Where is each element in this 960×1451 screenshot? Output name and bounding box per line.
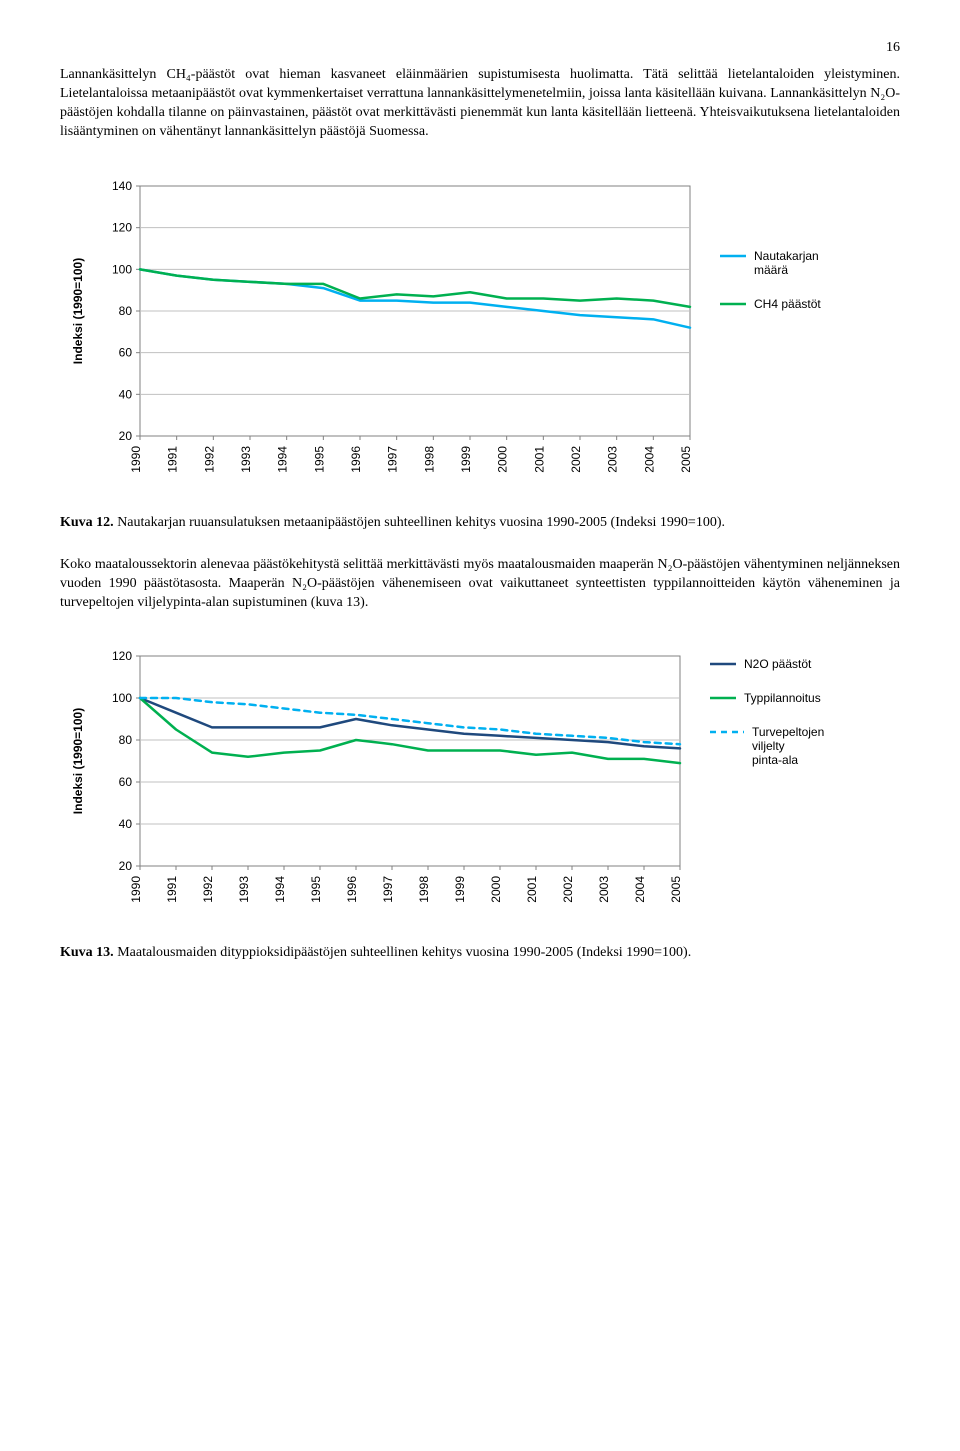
page-number: 16 (60, 40, 900, 56)
svg-text:1993: 1993 (239, 445, 253, 472)
svg-text:1998: 1998 (422, 445, 436, 472)
svg-text:2000: 2000 (496, 445, 510, 472)
svg-text:N2O päästöt: N2O päästöt (744, 657, 812, 671)
svg-text:1995: 1995 (312, 445, 326, 472)
svg-text:2003: 2003 (597, 876, 611, 903)
svg-text:60: 60 (119, 345, 133, 359)
svg-text:1997: 1997 (381, 876, 395, 903)
svg-text:120: 120 (112, 220, 132, 234)
svg-text:1996: 1996 (345, 876, 359, 903)
svg-text:100: 100 (112, 262, 132, 276)
svg-text:1998: 1998 (417, 876, 431, 903)
svg-text:1991: 1991 (166, 445, 180, 472)
svg-text:1997: 1997 (386, 445, 400, 472)
caption-kuva13: Kuva 13. Maatalousmaiden dityppioksidipä… (60, 944, 900, 962)
svg-text:100: 100 (112, 691, 132, 705)
svg-text:20: 20 (119, 859, 133, 873)
svg-text:2001: 2001 (525, 876, 539, 903)
svg-text:140: 140 (112, 179, 132, 193)
svg-text:Nautakarjan: Nautakarjan (754, 249, 819, 263)
svg-text:2001: 2001 (532, 445, 546, 472)
svg-text:2002: 2002 (561, 876, 575, 903)
svg-text:1991: 1991 (165, 876, 179, 903)
svg-text:120: 120 (112, 649, 132, 663)
svg-text:1996: 1996 (349, 445, 363, 472)
svg-text:viljelty: viljelty (752, 739, 785, 753)
svg-text:pinta-ala: pinta-ala (752, 753, 798, 767)
caption-kuva12-bold: Kuva 12. (60, 515, 114, 530)
svg-text:20: 20 (119, 429, 133, 443)
caption-kuva12: Kuva 12. Nautakarjan ruuansulatuksen met… (60, 514, 900, 532)
svg-text:40: 40 (119, 387, 133, 401)
caption-kuva12-text: Nautakarjan ruuansulatuksen metaanipääst… (114, 515, 725, 530)
svg-text:2005: 2005 (679, 445, 693, 472)
svg-text:1994: 1994 (273, 876, 287, 903)
svg-text:1995: 1995 (309, 876, 323, 903)
svg-text:määrä: määrä (754, 263, 788, 277)
svg-text:1993: 1993 (237, 876, 251, 903)
svg-text:1999: 1999 (459, 445, 473, 472)
svg-text:CH4 päästöt: CH4 päästöt (754, 297, 821, 311)
chart-kuva12: 20 40 60 80 100 120 140 Indeksi (1990=100) 1990 1… (60, 176, 900, 496)
svg-text:2005: 2005 (669, 876, 683, 903)
svg-text:Turvepeltojen: Turvepeltojen (752, 725, 824, 739)
svg-text:1992: 1992 (201, 876, 215, 903)
caption-kuva13-text: Maatalousmaiden dityppioksidipäästöjen s… (114, 945, 692, 960)
svg-text:2000: 2000 (489, 876, 503, 903)
svg-text:80: 80 (119, 733, 133, 747)
paragraph-1: Lannankäsittelyn CH₄-päästöt ovat hieman… (60, 66, 900, 142)
svg-text:1992: 1992 (202, 445, 216, 472)
svg-text:2002: 2002 (569, 445, 583, 472)
svg-text:2003: 2003 (606, 445, 620, 472)
svg-text:1990: 1990 (129, 445, 143, 472)
svg-text:Indeksi (1990=100): Indeksi (1990=100) (71, 257, 85, 363)
svg-text:2004: 2004 (633, 876, 647, 903)
svg-text:Indeksi (1990=100): Indeksi (1990=100) (71, 708, 85, 814)
chart-kuva13: 20 40 60 80 100 120 Indeksi (1990=100) 1990 1991… (60, 646, 900, 926)
svg-text:Typpilannoitus: Typpilannoitus (744, 691, 821, 705)
svg-text:40: 40 (119, 817, 133, 831)
paragraph-2: Koko maataloussektorin alenevaa päästöke… (60, 556, 900, 613)
svg-text:2004: 2004 (642, 445, 656, 472)
svg-text:60: 60 (119, 775, 133, 789)
svg-text:80: 80 (119, 304, 133, 318)
svg-text:1999: 1999 (453, 876, 467, 903)
caption-kuva13-bold: Kuva 13. (60, 945, 114, 960)
svg-text:1990: 1990 (129, 876, 143, 903)
svg-text:1994: 1994 (276, 445, 290, 472)
